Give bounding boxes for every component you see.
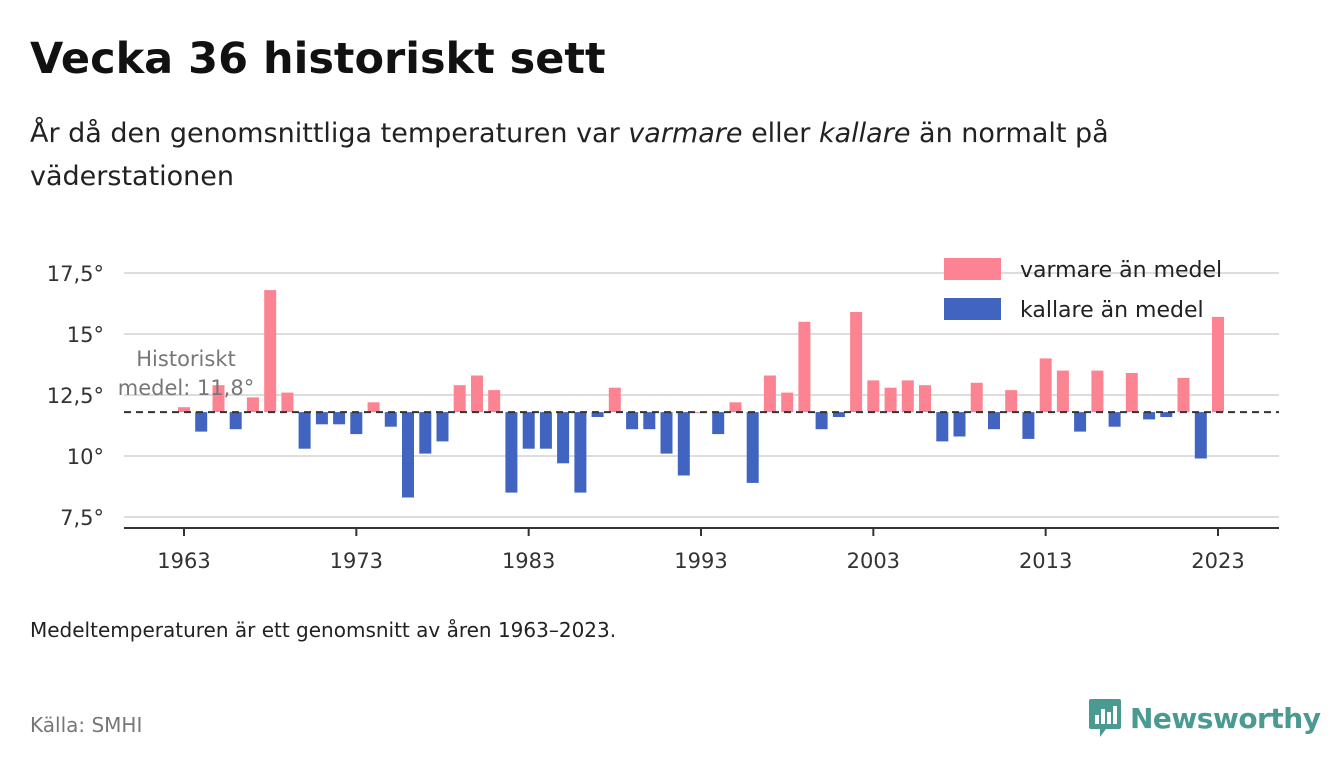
annotation-line-1: Historiskt [136,347,235,371]
bar-cold [643,412,656,430]
newsworthy-logo-icon [1089,699,1121,737]
legend: varmare än medel kallare än medel [944,258,1222,323]
bar-cold [298,412,311,449]
bar-warm [178,407,190,413]
bar-warm [246,397,259,412]
x-tick-label: 1973 [330,549,383,573]
legend-swatch-warm [944,258,1001,280]
bar-cold [557,412,570,464]
bar-warm [1005,390,1018,413]
bar-cold [574,412,587,493]
bar-warm [453,385,466,412]
bar-cold [591,412,604,417]
bar-cold [505,412,518,493]
bar-cold [1022,412,1035,439]
brand-name: Newsworthy [1130,701,1321,735]
bar-cold [419,412,432,454]
x-tick-label: 2003 [847,549,900,573]
y-tick-label: 12,5° [47,384,104,408]
bar-warm [781,392,794,413]
bar-cold [936,412,949,442]
x-tick-label: 1963 [157,549,210,573]
bar-warm [970,382,983,413]
bar-cold [953,412,966,437]
chart-subtitle: År då den genomsnittliga temperaturen va… [30,112,1270,198]
bar-warm [1039,358,1052,413]
footnote: Medeltemperaturen är ett genomsnitt av å… [30,618,617,642]
subtitle-part-3: än normalt på väderstationen [30,118,1109,192]
bar-cold [626,412,639,430]
bar-cold [815,412,828,430]
bar-warm [729,402,742,413]
bar-cold [832,412,845,417]
bars [178,290,1224,498]
y-tick-label: 7,5° [60,506,104,530]
bar-cold [315,412,328,425]
bar-cold [333,412,346,425]
bar-warm [281,392,294,413]
bar-cold [712,412,725,435]
annotation-line-2: medel: 11,8° [118,376,254,400]
subtitle-warm-word: varmare [628,118,743,149]
bar-cold [1074,412,1087,432]
bar-warm [867,380,880,413]
bar-warm [1056,370,1069,413]
y-axis-ticks: 7,5° 10° 12,5° 15° 17,5° [47,262,104,530]
subtitle-part-1: År då den genomsnittliga temperaturen va… [30,118,629,149]
y-tick-label: 15° [67,323,104,347]
bar-cold [384,412,397,427]
x-tick-label: 2013 [1019,549,1072,573]
bar-cold [195,412,208,432]
bar-warm [212,385,225,412]
x-tick-label: 1983 [502,549,555,573]
bar-warm [264,290,277,413]
bar-warm [1212,316,1224,413]
x-tick-label: 2023 [1191,549,1244,573]
bar-chart: 7,5° 10° 12,5° 15° 17,5° 1963 1973 1983 1993 200… [47,258,1279,573]
legend-label-warm: varmare än medel [1020,258,1222,283]
bar-warm [901,380,914,413]
bar-cold [436,412,449,442]
bar-warm [884,387,897,413]
legend-label-cold: kallare än medel [1020,298,1204,323]
y-tick-label: 17,5° [47,262,104,286]
bar-warm [367,402,380,413]
bar-warm [471,375,483,413]
x-tick-label: 1993 [674,549,727,573]
bar-cold [350,412,363,435]
source-label: Källa: SMHI [30,713,143,737]
bar-cold [746,412,759,483]
bar-warm [1091,370,1104,413]
bar-cold [660,412,673,454]
y-tick-label: 10° [67,445,104,469]
bar-warm [1177,377,1190,413]
bar-cold [988,412,1000,430]
bar-warm [850,312,863,412]
bar-warm [488,390,501,413]
chart-title: Vecka 36 historiskt sett [30,34,606,84]
subtitle-cold-word: kallare [818,118,911,149]
bar-cold [677,412,690,476]
bar-warm [608,387,621,413]
bar-cold [539,412,552,449]
bar-warm [798,321,811,413]
bar-cold [402,412,414,498]
bar-cold [1143,412,1156,420]
subtitle-part-2: eller [742,118,819,149]
bar-warm [919,385,931,412]
legend-swatch-cold [944,298,1001,320]
grid-lines [124,272,1279,518]
mean-annotation: Historiskt medel: 11,8° [118,347,254,400]
x-axis-ticks: 1963 1973 1983 1993 2003 2013 2023 [157,528,1245,573]
bar-warm [1125,373,1138,412]
bar-cold [229,412,242,430]
bar-cold [1160,412,1173,417]
bar-cold [1108,412,1121,427]
brand: Newsworthy [1088,697,1321,739]
bar-cold [522,412,535,449]
bar-warm [763,375,776,413]
bar-cold [1194,412,1207,459]
